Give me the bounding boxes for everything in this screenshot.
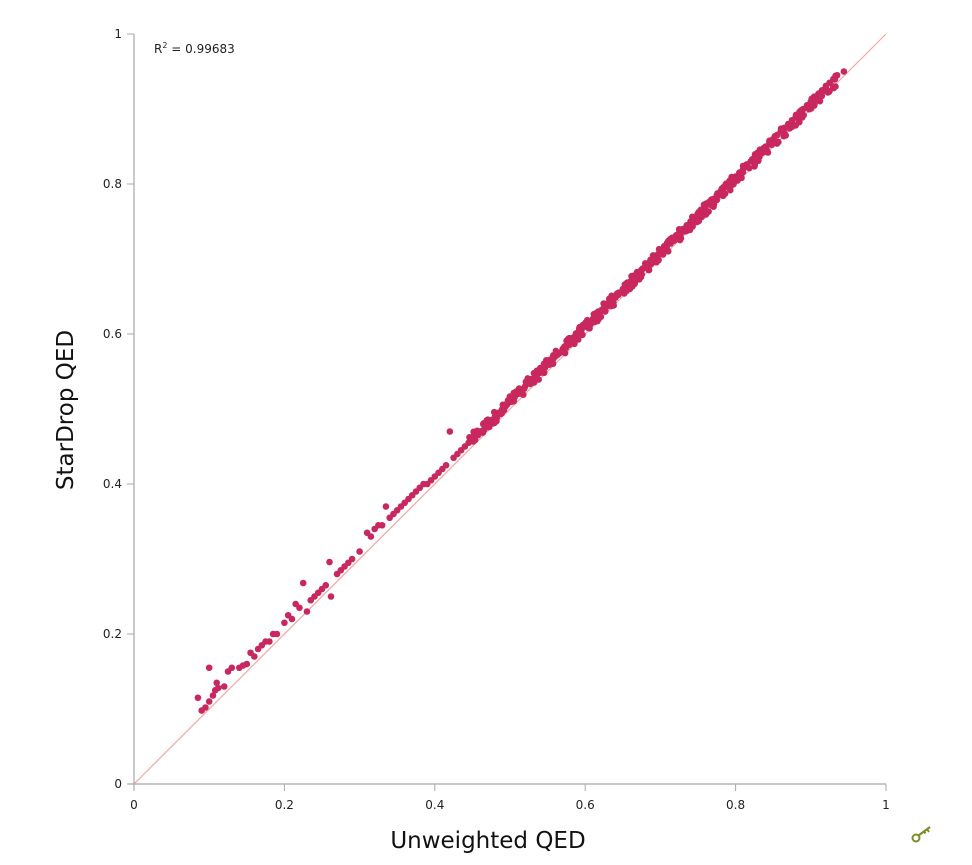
key-icon[interactable]	[910, 824, 934, 844]
x-axis-title: Unweighted QED	[390, 828, 585, 854]
x-tick-label: 0.6	[576, 798, 595, 812]
y-tick-label: 0.8	[103, 177, 122, 191]
x-tick-label: 0.2	[275, 798, 294, 812]
x-tick-label: 1	[882, 798, 890, 812]
y-tick-label: 0	[114, 777, 122, 791]
y-axis-title: StarDrop QED	[53, 330, 79, 490]
y-tick-label: 1	[114, 27, 122, 41]
scatter-points	[194, 68, 848, 714]
axes: 0 0.2 0.4 0.6 0.8 1 0 0.2 0.4 0.6 0.8 1	[103, 27, 890, 812]
y-tick-label: 0.6	[103, 327, 122, 341]
r-squared-annotation: R2 = 0.99683	[154, 41, 235, 56]
y-tick-label: 0.4	[103, 477, 122, 491]
x-tick-label: 0.4	[425, 798, 444, 812]
y-tick-label: 0.2	[103, 627, 122, 641]
x-tick-label: 0	[130, 798, 138, 812]
x-tick-label: 0.8	[726, 798, 745, 812]
